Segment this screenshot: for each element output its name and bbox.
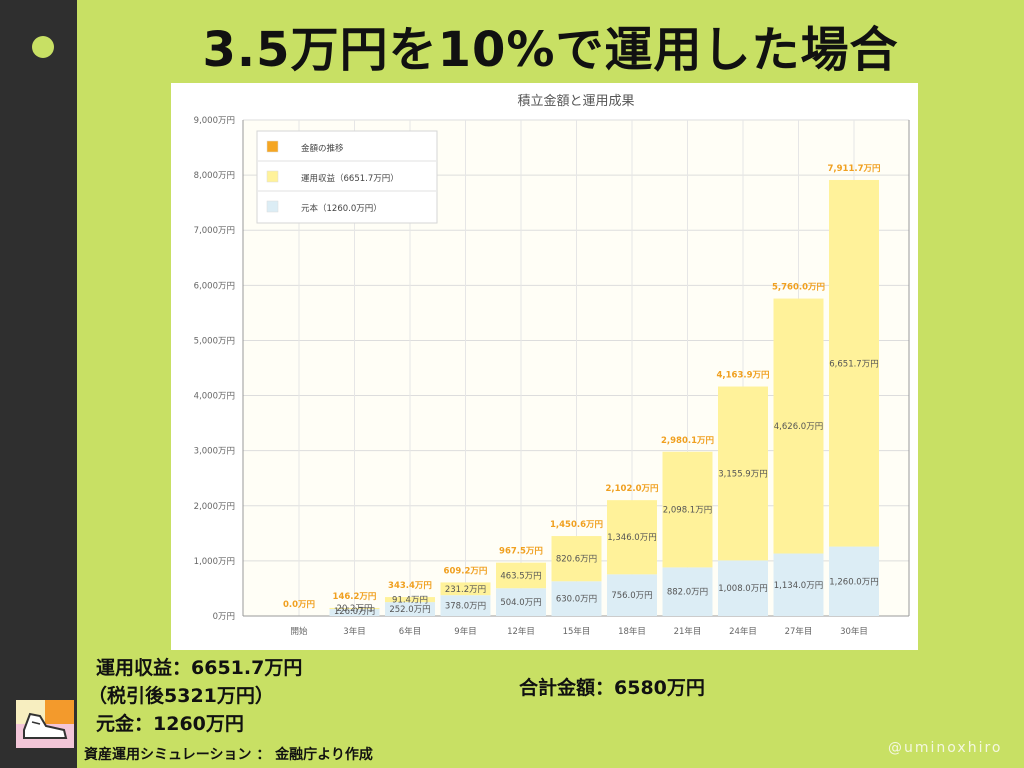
shoe-logo-icon <box>16 700 74 748</box>
bar-principal <box>718 560 768 616</box>
earnings-summary: 運用収益：6651.7万円 <box>96 657 303 679</box>
legend-swatch <box>266 200 279 213</box>
bar-earnings <box>829 179 879 547</box>
principal-summary: 元金：1260万円 <box>96 713 244 735</box>
bar-principal <box>829 546 879 616</box>
bar-principal <box>440 595 491 616</box>
page-title: 3.5万円を10%で運用した場合 <box>202 22 899 78</box>
principal-label: 882.0万円 <box>667 588 708 598</box>
source-note: 資産運用シミュレーション ： 金融庁より作成 <box>84 747 373 763</box>
total-label: 0.0万円 <box>283 600 315 610</box>
legend-entry: 金額の推移 <box>301 143 344 154</box>
stacked-bar-chart: 積立金額と運用成果 0万円 1,000万円 2,000万円 3,000万円 4,000万円… <box>194 93 910 637</box>
earnings-label: 1,346.0万円 <box>607 533 656 543</box>
legend-box <box>256 130 438 224</box>
bullet-dot <box>32 36 54 58</box>
earnings-label: 4,626.0万円 <box>774 422 823 432</box>
total-label: 146.2万円 <box>333 592 377 602</box>
y-tick-label: 2,000万円 <box>194 502 235 512</box>
y-tick-label: 4,000万円 <box>194 392 235 402</box>
x-tick-label: 9年目 <box>454 626 476 637</box>
total-summary: 合計金額：6580万円 <box>519 677 705 699</box>
y-tick-label: 9,000万円 <box>194 116 235 126</box>
earnings-label: 20.2万円 <box>337 604 373 614</box>
total-label: 967.5万円 <box>499 547 543 557</box>
principal-label: 252.0万円 <box>389 605 430 615</box>
bar-principal <box>773 553 824 616</box>
bar-principal <box>496 588 546 616</box>
bar-principal <box>385 602 435 616</box>
total-label: 7,911.7万円 <box>827 164 880 174</box>
bar-earnings <box>551 536 602 582</box>
bar-earnings <box>607 500 657 575</box>
y-tick-label: 1,000万円 <box>194 557 235 567</box>
earnings-label: 231.2万円 <box>445 585 486 595</box>
bar-principal <box>329 609 380 616</box>
principal-label: 126.0万円 <box>334 607 375 617</box>
x-tick-label: 21年目 <box>674 626 702 637</box>
y-tick-label: 5,000万円 <box>194 336 235 346</box>
earnings-label: 3,155.9万円 <box>718 469 767 479</box>
total-label: 343.4万円 <box>388 581 432 591</box>
after-tax-summary: （税引後5321万円） <box>88 685 274 707</box>
total-label: 609.2万円 <box>444 566 488 576</box>
legend-entry: 運用収益（6651.7万円） <box>301 173 399 184</box>
principal-label: 1,008.0万円 <box>718 584 767 594</box>
total-label: 2,102.0万円 <box>605 484 658 494</box>
principal-label: 630.0万円 <box>556 595 597 605</box>
principal-label: 756.0万円 <box>611 591 652 601</box>
principal-label: 504.0万円 <box>500 598 541 608</box>
earnings-label: 6,651.7万円 <box>829 359 878 369</box>
legend-swatch <box>266 170 279 183</box>
legend-swatch <box>266 140 279 153</box>
bar-earnings <box>440 582 491 596</box>
principal-label: 1,134.0万円 <box>774 581 823 591</box>
principal-label: 378.0万円 <box>445 602 486 612</box>
x-tick-label: 27年目 <box>785 626 813 637</box>
bar-earnings <box>662 451 713 568</box>
x-tick-label: 30年目 <box>840 626 868 637</box>
x-tick-label: 12年目 <box>507 626 535 637</box>
total-label: 4,163.9万円 <box>716 371 769 381</box>
total-label: 2,980.1万円 <box>661 436 714 446</box>
bar-principal <box>662 567 713 616</box>
credit-handle: @uminoxhiro <box>888 740 1003 756</box>
x-tick-label: 6年目 <box>399 626 421 637</box>
x-tick-label: 24年目 <box>729 626 757 637</box>
bar-earnings <box>385 597 435 603</box>
y-tick-label: 7,000万円 <box>194 226 235 236</box>
y-tick-label: 3,000万円 <box>194 447 235 457</box>
y-tick-label: 6,000万円 <box>194 281 235 291</box>
earnings-label: 91.4万円 <box>392 596 428 606</box>
y-tick-label: 0万円 <box>213 612 235 622</box>
x-tick-label: 3年目 <box>343 626 365 637</box>
total-label: 5,760.0万円 <box>772 283 825 293</box>
bar-earnings <box>773 298 824 554</box>
x-tick-label: 18年目 <box>618 626 646 637</box>
principal-label: 1,260.0万円 <box>829 577 878 587</box>
y-tick-label: 8,000万円 <box>194 171 235 181</box>
total-label: 1,450.6万円 <box>550 520 603 530</box>
earnings-label: 820.6万円 <box>556 555 597 565</box>
bar-earnings <box>718 386 768 561</box>
earnings-label: 463.5万円 <box>500 571 541 581</box>
bar-earnings <box>329 607 380 610</box>
bar-principal <box>551 581 602 616</box>
chart-container: 積立金額と運用成果 0万円 1,000万円 2,000万円 3,000万円 4,000万円… <box>171 83 918 650</box>
earnings-label: 2,098.1万円 <box>663 506 712 516</box>
bar-earnings <box>496 562 546 589</box>
x-tick-label: 開始 <box>290 626 308 637</box>
sidebar <box>0 0 77 768</box>
legend-entry: 元本（1260.0万円） <box>301 203 382 214</box>
x-tick-label: 15年目 <box>563 626 591 637</box>
bar-principal <box>607 574 657 616</box>
chart-title: 積立金額と運用成果 <box>517 93 634 109</box>
